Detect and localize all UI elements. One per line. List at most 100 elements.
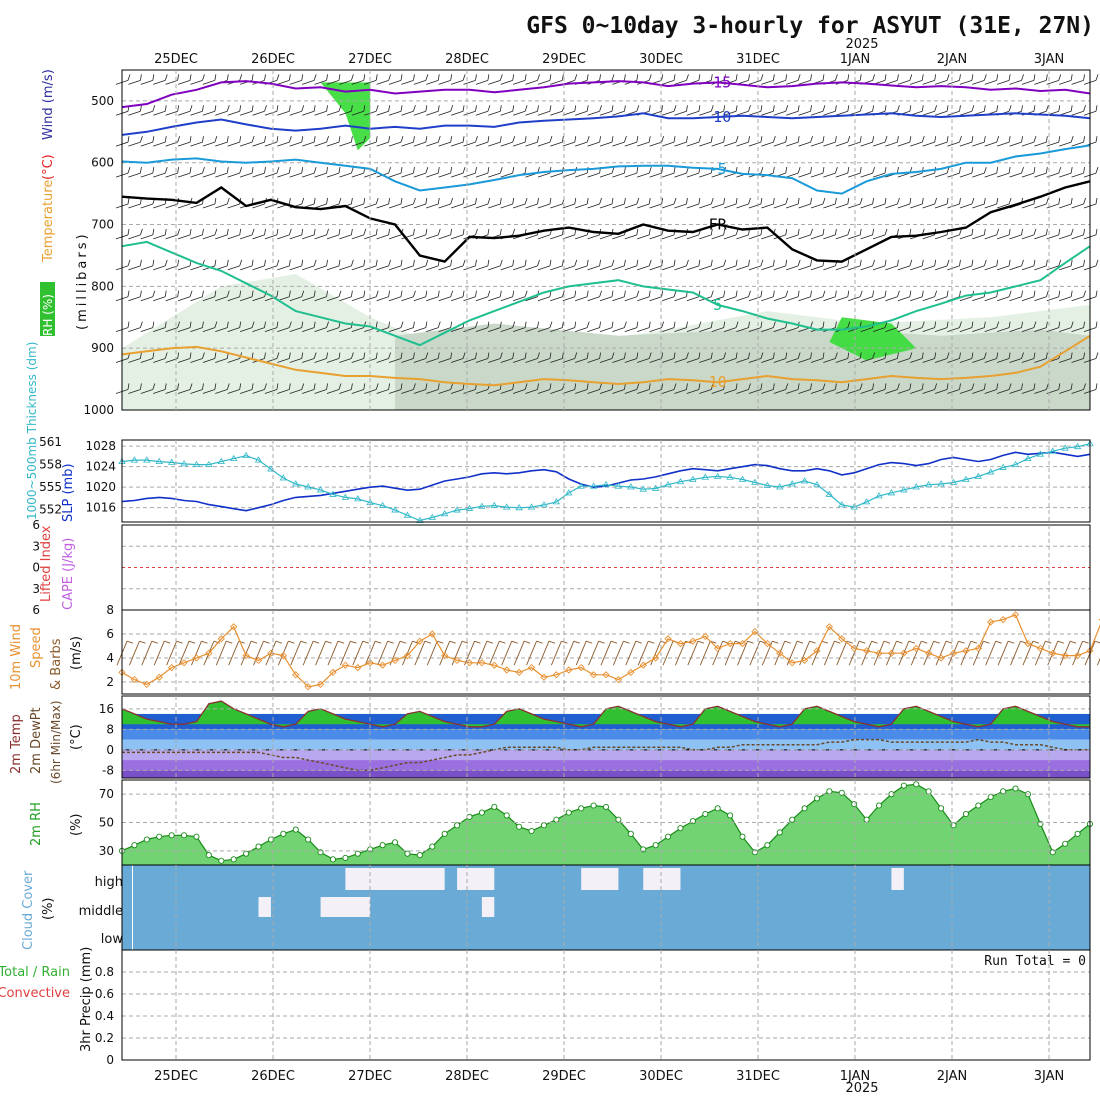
wind-barb-flag <box>834 105 837 112</box>
wind-barb <box>798 79 811 85</box>
wind-barb-flag <box>599 136 601 143</box>
wind-barb <box>215 327 228 333</box>
rh-point <box>478 809 485 816</box>
wind-barb <box>413 234 426 240</box>
wind-barb <box>426 110 439 116</box>
wind-barb-flag <box>748 321 750 328</box>
wind-barb-flag <box>897 74 899 81</box>
surface-wind-barb-flag <box>995 640 1002 644</box>
wind-speed-point <box>192 654 201 662</box>
wind-barb <box>686 296 699 302</box>
wind-barb <box>376 141 389 147</box>
wind-barb <box>190 327 203 333</box>
surface-wind-barb-flag <box>263 640 270 644</box>
wind-barb-flag <box>251 383 254 390</box>
wind-speed-point <box>292 671 300 679</box>
wind-barb <box>872 327 886 333</box>
wind-barb-flag <box>624 259 626 266</box>
wind-barb <box>153 79 166 85</box>
wind-barb-flag <box>499 352 503 359</box>
wind-barb <box>897 327 910 333</box>
cloud-clear-patch <box>481 897 495 917</box>
wind-barb <box>215 389 228 394</box>
wind-barb <box>959 327 973 333</box>
wind-barb-flag <box>313 383 316 390</box>
wind-barb <box>810 234 824 240</box>
wind-barb <box>612 358 625 363</box>
surface-wind-barb <box>327 641 339 666</box>
wind-barb <box>922 141 935 147</box>
wind-barb-flag <box>1083 228 1085 235</box>
wind-barb <box>550 172 563 178</box>
wind-barb-flag <box>710 197 714 205</box>
thickness-point <box>192 460 201 467</box>
wind-barb-flag <box>437 290 440 297</box>
surface-wind-barb <box>823 641 835 666</box>
wind-barb-flag <box>847 321 851 328</box>
wind-barb-flag <box>375 259 378 266</box>
wind-barb-flag <box>164 166 168 174</box>
wind-barb <box>339 327 352 333</box>
wind-barb-flag <box>140 259 142 266</box>
wind-barb <box>723 389 737 394</box>
y-tick-label: 8 <box>106 603 114 617</box>
wind-barb <box>1059 296 1072 302</box>
rh-point <box>987 793 994 801</box>
wind-barb <box>872 265 886 271</box>
wind-speed-point <box>577 663 585 672</box>
surface-wind-barb-flag <box>772 640 779 644</box>
wind-barb-flag <box>413 321 415 328</box>
surface-wind-barb-flag <box>933 640 940 644</box>
wind-barb <box>947 79 960 85</box>
wind-barb <box>661 389 675 394</box>
wind-speed-point <box>850 644 858 653</box>
wind-barb <box>289 389 302 394</box>
wind-barb <box>128 172 141 178</box>
wind-barb <box>1046 296 1059 302</box>
wind-barb-flag <box>686 197 688 205</box>
wind-barb-flag <box>561 259 564 266</box>
wind-barb <box>252 110 265 116</box>
wind-barb <box>1059 389 1072 394</box>
wind-barb-flag <box>276 74 280 81</box>
wind-barb-flag <box>909 136 912 143</box>
rh-point <box>379 842 386 849</box>
wind-barb-flag <box>797 290 800 297</box>
wind-barb-flag <box>437 228 441 236</box>
wind-barb <box>686 110 699 116</box>
wind-barb-flag <box>214 290 217 297</box>
wind-speed-point <box>143 680 151 689</box>
wind-barb-flag <box>450 167 453 174</box>
wind-barb-flag <box>648 136 651 143</box>
wind-barb-flag <box>338 228 341 235</box>
thickness-point <box>1061 444 1069 451</box>
wind-barb <box>438 203 451 209</box>
wind-barb-flag <box>363 197 366 205</box>
wind-barb <box>1021 234 1035 240</box>
wind-barb <box>314 141 327 147</box>
wind-speed-point <box>478 659 486 667</box>
wind-barb-flag <box>661 321 665 328</box>
wind-speed-point <box>503 666 511 674</box>
wind-barb-flag <box>1008 259 1011 266</box>
rh-point <box>776 829 783 836</box>
surface-wind-barb-flag <box>474 640 481 644</box>
slp-label-thickness: 1000~500mb Thickness (dm) <box>25 342 39 520</box>
wind-barb <box>661 234 675 240</box>
wind-barb <box>575 296 588 302</box>
wind-barb-flag <box>152 259 155 266</box>
wind-barb <box>450 358 464 363</box>
surface-wind-barb-flag <box>486 640 494 644</box>
wind-barb-flag <box>785 290 789 297</box>
cloud-cover-panel <box>121 864 1091 951</box>
surface-wind-barb-flag <box>362 640 369 644</box>
thickness-point <box>515 504 523 511</box>
wind-barb <box>475 327 489 333</box>
thickness-point <box>651 484 660 491</box>
surface-wind-barb-flag <box>226 640 233 644</box>
wind-barb-flag <box>810 74 812 81</box>
thickness-point <box>738 475 747 482</box>
wind-barb <box>786 296 799 302</box>
wind-barb <box>934 79 948 85</box>
